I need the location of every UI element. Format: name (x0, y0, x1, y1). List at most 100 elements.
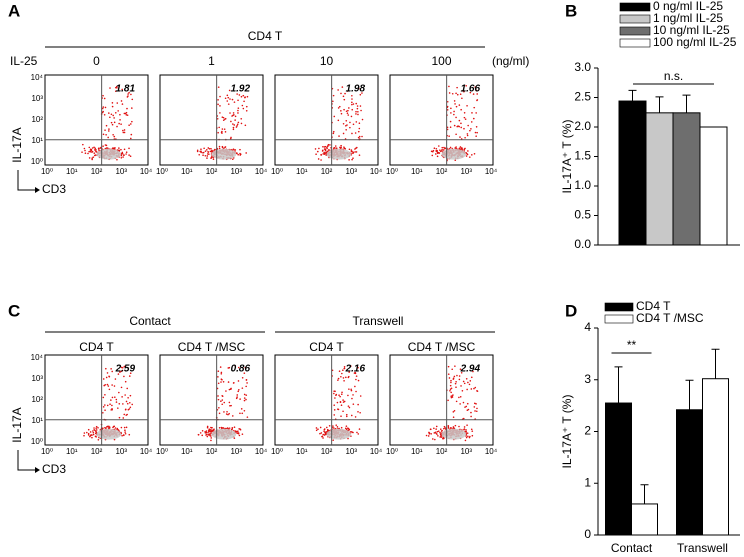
group-label: Transwell (353, 314, 404, 328)
event-dot (221, 394, 223, 397)
panel-label: A (8, 1, 20, 20)
event-dot (347, 437, 349, 440)
event-dot (196, 150, 199, 153)
event-dot (440, 428, 442, 430)
event-dot (332, 94, 335, 97)
x-tick-label: 10⁰ (156, 447, 168, 456)
event-dot (110, 121, 113, 124)
event-dot (339, 401, 342, 403)
event-dot (454, 365, 456, 367)
event-dot (469, 91, 472, 94)
event-dot (348, 371, 350, 373)
event-dot (206, 426, 209, 429)
event-dot (113, 385, 116, 387)
event-dot (355, 378, 357, 381)
event-dot (351, 98, 353, 100)
event-dot (357, 433, 360, 435)
event-core (441, 148, 467, 160)
event-dot (129, 394, 132, 397)
event-dot (322, 437, 324, 439)
event-dot (128, 433, 131, 436)
event-dot (340, 415, 342, 417)
event-dot (206, 155, 209, 157)
column-label: CD4 T (309, 340, 344, 354)
event-dot (104, 144, 107, 146)
event-dot (475, 135, 477, 137)
event-dot (333, 414, 336, 416)
event-dot (450, 395, 452, 397)
event-dot (446, 128, 449, 131)
event-dot (465, 85, 467, 87)
event-dot (92, 431, 95, 434)
event-dot (122, 131, 125, 134)
event-dot (243, 409, 246, 412)
event-dot (237, 153, 240, 156)
event-dot (447, 399, 449, 402)
event-dot (93, 427, 95, 429)
legend-swatch (619, 14, 651, 24)
event-dot (351, 103, 353, 106)
event-dot (228, 412, 230, 415)
event-dot (108, 128, 110, 130)
event-dot (459, 93, 462, 96)
event-dot (351, 94, 353, 97)
event-dot (236, 394, 239, 396)
legend-label: 100 ng/ml IL-25 (653, 35, 737, 49)
event-core (96, 148, 122, 160)
event-dot (223, 128, 226, 130)
event-dot (231, 415, 234, 417)
event-dot (431, 154, 434, 157)
event-dot (316, 150, 319, 153)
event-dot (444, 147, 447, 150)
event-dot (118, 147, 120, 149)
event-dot (116, 428, 118, 431)
x-tick-label: 10⁴ (370, 167, 383, 176)
event-dot (239, 428, 241, 430)
event-dot (204, 431, 206, 433)
event-dot (114, 378, 117, 380)
event-dot (210, 437, 213, 439)
event-dot (127, 396, 129, 399)
y-tick-label: 10⁰ (31, 437, 43, 446)
event-dot (236, 152, 238, 155)
event-dot (209, 433, 212, 435)
event-dot (224, 146, 226, 149)
event-dot (244, 124, 247, 127)
event-dot (239, 154, 242, 156)
event-dot (446, 100, 449, 103)
error-bar (640, 484, 649, 504)
gate-percentage: 1.81 (116, 84, 136, 95)
event-dot (102, 106, 105, 108)
event-dot (207, 151, 209, 153)
event-dot (242, 94, 245, 97)
event-dot (202, 151, 204, 154)
event-dot (328, 425, 331, 427)
event-dot (121, 434, 123, 437)
event-dot (442, 149, 445, 151)
event-dot (229, 98, 231, 100)
x-tick-label: 10⁰ (271, 447, 283, 456)
event-dot (234, 119, 236, 121)
event-dot (355, 151, 358, 153)
gate-percentage: 2.59 (115, 364, 136, 375)
event-dot (455, 92, 457, 95)
event-dot (223, 401, 226, 404)
event-dot (468, 383, 471, 386)
event-dot (109, 116, 111, 119)
event-dot (336, 426, 339, 428)
event-dot (97, 147, 100, 150)
event-dot (131, 107, 133, 109)
event-dot (120, 370, 122, 373)
event-dot (242, 107, 245, 110)
event-dot (467, 150, 469, 152)
x-tick-label: 10² (321, 447, 333, 456)
event-core (441, 428, 467, 440)
x-tick-label: 10¹ (181, 447, 193, 456)
event-dot (89, 148, 92, 151)
event-dot (342, 410, 344, 413)
event-dot (435, 428, 437, 430)
event-dot (217, 99, 219, 101)
event-dot (454, 147, 456, 149)
event-dot (453, 427, 456, 430)
x-tick-label: 10¹ (296, 167, 308, 176)
